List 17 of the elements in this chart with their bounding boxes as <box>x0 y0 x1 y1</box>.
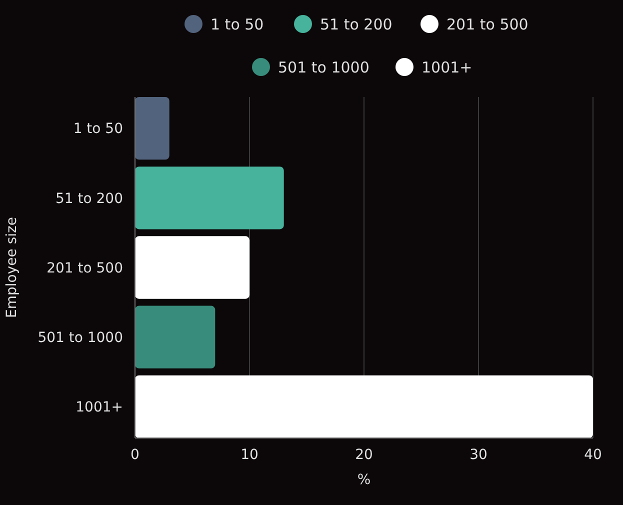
x-axis-title: % <box>357 472 371 488</box>
y-tick-label: 1001+ <box>76 400 123 416</box>
x-tick-label: 30 <box>470 447 488 463</box>
y-tick-label: 201 to 500 <box>46 260 123 276</box>
legend-label: 1001+ <box>422 58 472 76</box>
legend-label: 1 to 50 <box>210 15 264 34</box>
x-tick-label: 40 <box>584 447 602 463</box>
legend-label: 201 to 500 <box>446 15 528 34</box>
y-tick-label: 51 to 200 <box>56 190 123 207</box>
x-tick-label: 10 <box>240 447 258 463</box>
x-tick-label: 0 <box>130 447 140 463</box>
y-axis-title: Employee size <box>4 217 20 318</box>
y-tick-label: 501 to 1000 <box>38 330 123 346</box>
y-tick-label: 1 to 50 <box>73 121 123 138</box>
legend-label: 51 to 200 <box>320 15 392 34</box>
legend-label: 501 to 1000 <box>278 58 370 76</box>
x-tick-label: 20 <box>355 447 373 463</box>
